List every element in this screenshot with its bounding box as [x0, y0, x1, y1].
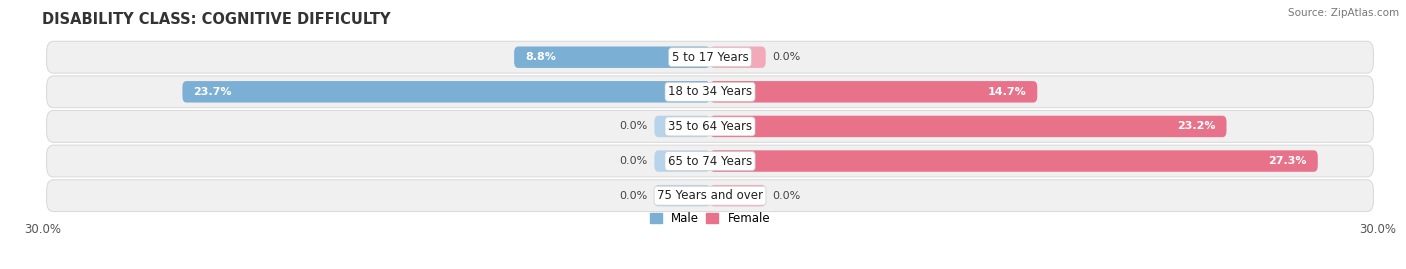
Text: 65 to 74 Years: 65 to 74 Years [668, 155, 752, 168]
Text: Source: ZipAtlas.com: Source: ZipAtlas.com [1288, 8, 1399, 18]
Text: 0.0%: 0.0% [620, 191, 648, 201]
FancyBboxPatch shape [46, 76, 1374, 108]
FancyBboxPatch shape [654, 185, 710, 206]
FancyBboxPatch shape [46, 41, 1374, 73]
Text: 0.0%: 0.0% [620, 121, 648, 132]
FancyBboxPatch shape [710, 150, 1317, 172]
FancyBboxPatch shape [710, 81, 1038, 102]
Text: 14.7%: 14.7% [987, 87, 1026, 97]
FancyBboxPatch shape [46, 145, 1374, 177]
Text: 0.0%: 0.0% [772, 191, 800, 201]
FancyBboxPatch shape [710, 185, 766, 206]
Text: 5 to 17 Years: 5 to 17 Years [672, 51, 748, 64]
Text: 18 to 34 Years: 18 to 34 Years [668, 85, 752, 98]
Text: 23.7%: 23.7% [194, 87, 232, 97]
Text: 23.2%: 23.2% [1177, 121, 1215, 132]
Text: 35 to 64 Years: 35 to 64 Years [668, 120, 752, 133]
FancyBboxPatch shape [183, 81, 710, 102]
FancyBboxPatch shape [654, 150, 710, 172]
FancyBboxPatch shape [46, 111, 1374, 142]
Legend: Male, Female: Male, Female [645, 207, 775, 230]
FancyBboxPatch shape [46, 180, 1374, 212]
Text: 0.0%: 0.0% [772, 52, 800, 62]
Text: 0.0%: 0.0% [620, 156, 648, 166]
FancyBboxPatch shape [654, 116, 710, 137]
Text: 8.8%: 8.8% [526, 52, 557, 62]
FancyBboxPatch shape [710, 47, 766, 68]
Text: 75 Years and over: 75 Years and over [657, 189, 763, 202]
FancyBboxPatch shape [515, 47, 710, 68]
Text: 27.3%: 27.3% [1268, 156, 1306, 166]
FancyBboxPatch shape [710, 116, 1226, 137]
Text: DISABILITY CLASS: COGNITIVE DIFFICULTY: DISABILITY CLASS: COGNITIVE DIFFICULTY [42, 12, 391, 27]
